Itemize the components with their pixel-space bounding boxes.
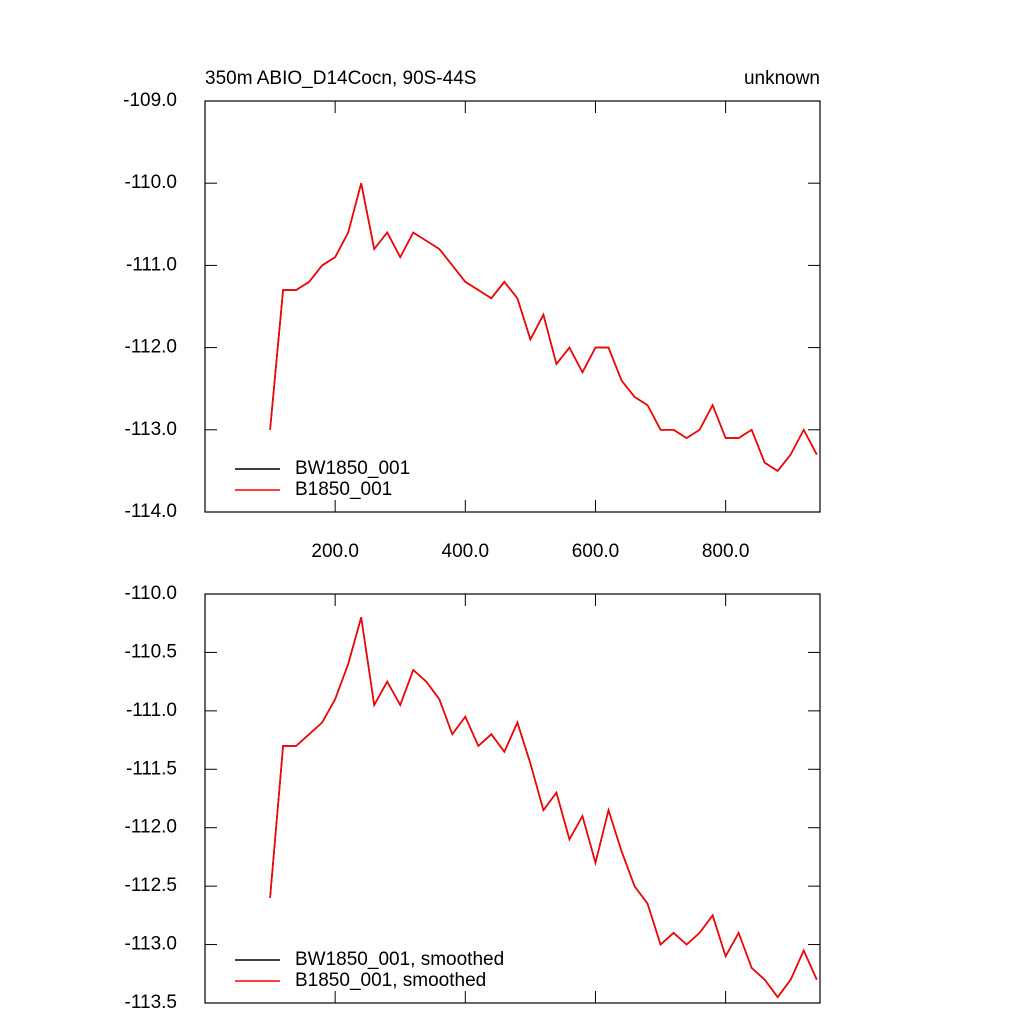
x-tick-label: 400.0 xyxy=(442,541,490,562)
x-tick-label: 800.0 xyxy=(702,541,750,562)
x-tick-label: 200.0 xyxy=(311,541,359,562)
plot-frame xyxy=(204,100,821,513)
y-tick-label: -114.0 xyxy=(125,501,177,522)
y-tick-label: -113.0 xyxy=(125,934,177,955)
series-line xyxy=(269,182,818,472)
y-tick-label: -111.0 xyxy=(126,254,177,275)
y-tick-label: -113.5 xyxy=(125,992,177,1013)
legend-label: BW1850_001, smoothed xyxy=(295,949,504,970)
chart-subtitle: unknown xyxy=(744,68,820,89)
y-tick-label: -110.0 xyxy=(125,583,177,604)
y-tick-label: -112.0 xyxy=(125,817,177,838)
legend-label: B1850_001 xyxy=(295,479,392,500)
legend-label: BW1850_001 xyxy=(295,458,410,479)
y-tick-label: -109.0 xyxy=(123,90,177,111)
series-line xyxy=(269,617,818,999)
y-tick-label: -113.0 xyxy=(125,419,177,440)
y-tick-label: -111.5 xyxy=(126,758,177,779)
legend-label: B1850_001, smoothed xyxy=(295,970,486,991)
y-tick-label: -110.0 xyxy=(125,172,177,193)
x-tick-label: 600.0 xyxy=(572,541,620,562)
y-tick-label: -112.0 xyxy=(125,337,177,358)
y-tick-label: -112.5 xyxy=(125,875,177,896)
chart-title: 350m ABIO_D14Cocn, 90S-44S xyxy=(205,68,476,89)
y-tick-label: -111.0 xyxy=(126,700,177,721)
plot-frame xyxy=(204,593,821,1004)
series-line xyxy=(269,182,818,472)
y-tick-label: -110.5 xyxy=(125,641,177,662)
